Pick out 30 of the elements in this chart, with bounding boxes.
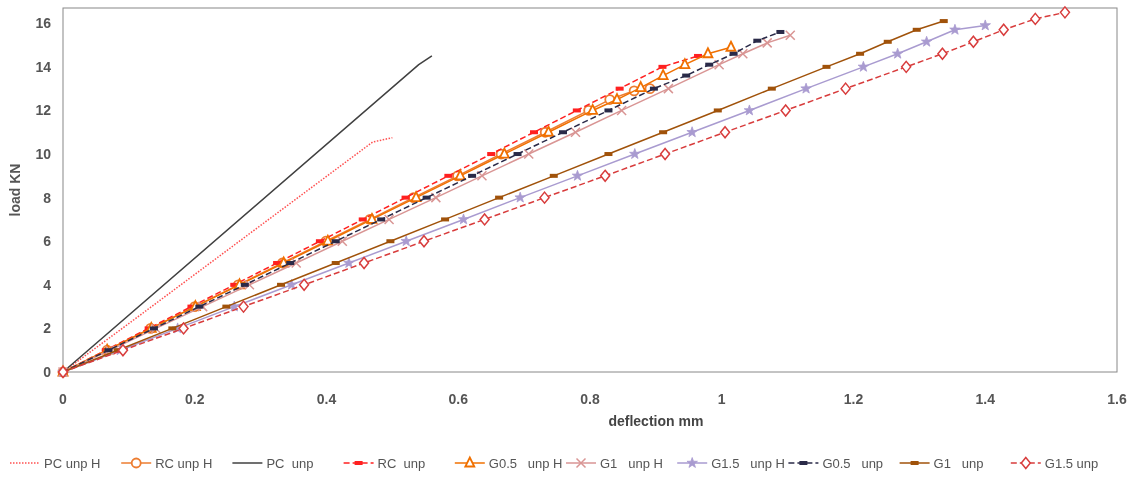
legend-label: RC unp — [377, 455, 426, 471]
x-tick-label: 0.8 — [580, 391, 600, 407]
legend-label: G1.5 unp — [1044, 455, 1099, 471]
x-tick-label: 1.2 — [843, 391, 864, 407]
y-tick-label: 14 — [35, 58, 52, 75]
x-axis-title: deflection mm — [608, 413, 704, 429]
y-tick-label: 2 — [43, 320, 52, 337]
x-tick-label: 0.6 — [448, 391, 469, 407]
x-tick-label: 1.6 — [1107, 391, 1127, 407]
legend-label: RC unp H — [155, 455, 213, 471]
y-tick-label: 0 — [43, 363, 52, 380]
x-tick-label: 1.4 — [975, 391, 996, 407]
legend-label: G1 unp H — [600, 455, 663, 471]
legend-label: G1 unp — [933, 455, 984, 471]
legend-label: PC unp H — [44, 455, 101, 471]
legend-label: G1.5 unp H — [711, 455, 785, 471]
y-tick-label: 10 — [35, 145, 52, 162]
legend-label: PC unp — [266, 455, 314, 471]
y-tick-label: 12 — [35, 102, 52, 119]
y-tick-label: 16 — [35, 15, 52, 32]
x-tick-label: 0.4 — [316, 391, 337, 407]
y-tick-label: 6 — [43, 233, 52, 250]
x-tick-label: 0.2 — [185, 391, 205, 407]
y-tick-label: 4 — [43, 276, 52, 293]
legend-label: G0.5 unp H — [488, 455, 563, 471]
y-tick-label: 8 — [43, 189, 52, 206]
y-axis-title: load KN — [7, 163, 23, 217]
legend-label: G0.5 unp — [822, 455, 884, 471]
x-tick-label: 1 — [717, 391, 726, 407]
x-tick-label: 0 — [59, 391, 68, 407]
